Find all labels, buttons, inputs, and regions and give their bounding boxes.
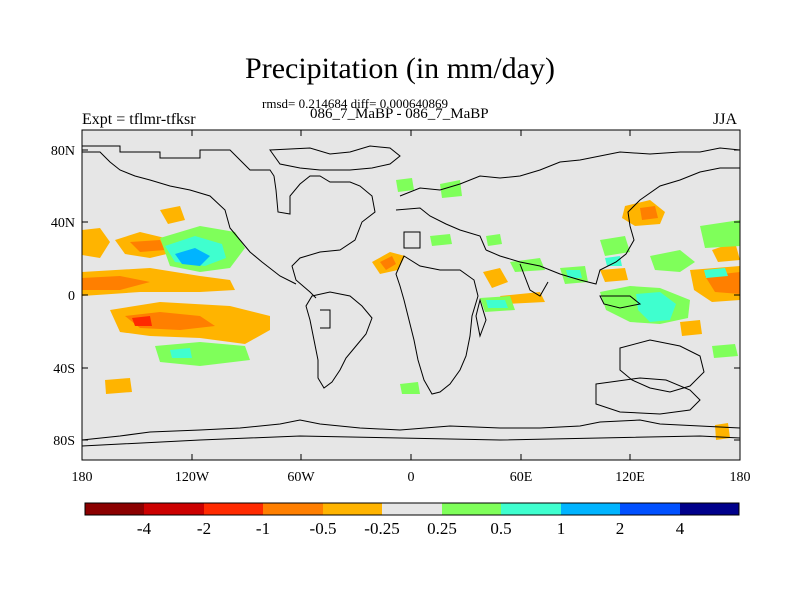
colorbar-label: -1 <box>256 519 270 538</box>
colorbar-label: -0.5 <box>310 519 337 538</box>
x-label-0: 0 <box>408 470 415 485</box>
colorbar-cell <box>85 503 144 515</box>
colorbar-cell <box>620 503 680 515</box>
experiment-label: Expt = tflmr-tfksr <box>82 111 196 128</box>
colorbar-label: -4 <box>137 519 152 538</box>
stats-line: rmsd= 0.214684 diff= 0.000640869 <box>262 96 448 111</box>
colorbar-label: 2 <box>616 519 625 538</box>
coastlines <box>81 145 741 447</box>
colorbar-cell <box>323 503 382 515</box>
x-label-120e: 120E <box>615 470 645 485</box>
anomaly-field <box>82 178 740 440</box>
map-frame <box>81 129 741 461</box>
y-label-80s: 80S <box>53 434 75 449</box>
case-names: 086_7_MaBP - 086_7_MaBP <box>310 106 489 122</box>
x-label-180e: 180 <box>730 470 751 485</box>
colorbar-cell <box>501 503 561 515</box>
colorbar-label: -0.25 <box>364 519 399 538</box>
colorbar-labels: -4 -2 -1 -0.5 -0.25 0.25 0.5 1 2 4 <box>137 519 685 538</box>
colorbar-cell <box>442 503 501 515</box>
y-label-40n: 40N <box>51 216 75 231</box>
y-label-eq: 0 <box>68 289 75 304</box>
axis-ticks <box>82 130 740 460</box>
colorbar-cell <box>204 503 263 515</box>
colorbar <box>84 502 740 516</box>
map-background <box>82 130 740 460</box>
colorbar-cell <box>382 503 442 515</box>
colorbar-label: -2 <box>197 519 211 538</box>
y-label-80n: 80N <box>51 144 75 159</box>
colorbar-cell <box>561 503 620 515</box>
colorbar-label: 0.5 <box>490 519 511 538</box>
colorbar-cell <box>263 503 323 515</box>
colorbar-cell <box>144 503 204 515</box>
x-axis-labels: 180 120W 60W 0 60E 120E 180 <box>72 470 751 485</box>
x-label-60w: 60W <box>287 470 315 485</box>
x-label-120w: 120W <box>175 470 210 485</box>
colorbar-frame <box>84 502 740 516</box>
colorbar-cell <box>680 503 739 515</box>
colorbar-label: 0.25 <box>427 519 457 538</box>
y-label-40s: 40S <box>53 362 75 377</box>
season-label: JJA <box>713 111 738 128</box>
x-label-180w: 180 <box>72 470 93 485</box>
colorbar-label: 1 <box>557 519 566 538</box>
colorbar-label: 4 <box>676 519 685 538</box>
x-label-60e: 60E <box>510 470 533 485</box>
y-axis-labels: 80N 40N 0 40S 80S <box>51 144 75 449</box>
page-title: Precipitation (in mm/day) <box>245 52 555 85</box>
